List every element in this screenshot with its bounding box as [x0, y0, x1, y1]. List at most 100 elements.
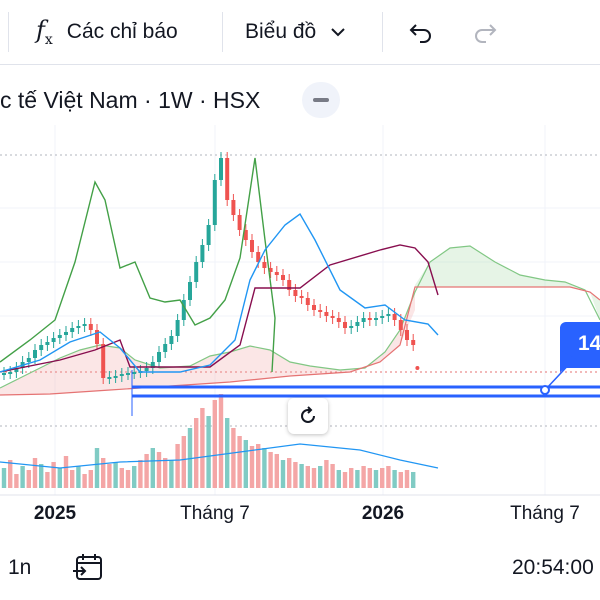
reset-chart-button[interactable]: [288, 398, 328, 434]
candle: [188, 282, 192, 300]
goto-date-icon[interactable]: [72, 552, 106, 584]
candlestick-series: [2, 152, 420, 384]
candle: [157, 352, 161, 362]
chart-legend: c tế Việt Nam · 1W · HSX: [0, 82, 260, 118]
volume-bar: [404, 470, 410, 488]
chevron-down-icon: [331, 28, 345, 37]
volume-bar: [380, 468, 385, 488]
volume-bar: [51, 462, 56, 488]
volume-bar: [70, 470, 75, 488]
candle: [163, 344, 168, 352]
chart-type-label: Biểu đồ: [245, 20, 317, 43]
candle: [374, 318, 378, 320]
toolbar-divider: [222, 12, 223, 52]
collapse-icon: [313, 98, 329, 102]
ichimoku-cloud: [415, 246, 600, 320]
candle: [20, 362, 25, 368]
candle: [119, 374, 124, 376]
candle: [33, 350, 37, 358]
volume-bar: [305, 466, 310, 488]
candle: [107, 377, 112, 379]
volume-bar: [14, 474, 19, 488]
collapse-legend-button[interactable]: [302, 82, 340, 118]
candle: [181, 300, 186, 320]
candle: [26, 358, 31, 362]
candle: [398, 320, 403, 330]
candle: [200, 245, 205, 262]
volume-bar: [194, 418, 199, 488]
volume-bar: [237, 436, 242, 488]
x-axis-label: Tháng 7: [510, 503, 580, 524]
volume-bar: [256, 444, 261, 488]
chart-type-button[interactable]: Biểu đồ: [245, 0, 346, 64]
candle: [64, 332, 68, 335]
candle: [169, 336, 174, 344]
interval-button[interactable]: 1n: [8, 556, 32, 579]
horizontal-ray-drawing[interactable]: [131, 357, 600, 416]
candle: [274, 272, 279, 275]
volume-bar: [132, 466, 137, 488]
volume-bar: [330, 464, 335, 488]
volume-bar: [169, 460, 174, 488]
candle: [2, 373, 6, 375]
volume-bar: [268, 452, 273, 488]
x-axis-label: 2025: [34, 503, 77, 524]
volume-bar: [1, 468, 7, 488]
volume-bar: [119, 468, 124, 488]
candle: [281, 275, 285, 280]
candle: [380, 316, 385, 318]
tenkan-line: [0, 212, 439, 373]
candle: [367, 318, 372, 320]
candle: [312, 305, 316, 310]
volume-bar: [138, 460, 143, 488]
candle: [206, 225, 211, 245]
candle: [194, 262, 199, 282]
candle: [101, 344, 106, 378]
indicators-button[interactable]: fx Các chỉ báo: [36, 0, 178, 64]
candle: [39, 345, 44, 350]
volume-bar: [76, 466, 81, 488]
x-axis-label: 2026: [362, 503, 404, 524]
volume-bar: [225, 418, 230, 488]
candle: [76, 326, 81, 328]
volume-bar: [361, 466, 366, 488]
candle: [355, 322, 360, 326]
undo-button[interactable]: [408, 0, 434, 64]
x-axis-label: Tháng 7: [180, 503, 250, 524]
candle: [299, 296, 304, 298]
candle: [293, 290, 298, 296]
candle: [132, 372, 137, 374]
price-chart[interactable]: 2025 Tháng 7 2026 Tháng 7: [0, 0, 600, 540]
volume-bar: [287, 458, 292, 488]
candle: [305, 298, 310, 305]
volume-bar: [392, 470, 397, 488]
redo-icon: [475, 24, 497, 43]
fx-icon: fx: [36, 16, 53, 48]
candle: [113, 376, 118, 378]
volume-bar: [94, 448, 100, 488]
candle: [268, 268, 273, 272]
senkou-span-a: [0, 245, 600, 389]
candle: [88, 324, 93, 330]
volume-series: [1, 394, 416, 488]
volume-bar: [187, 428, 193, 488]
volume-bar: [355, 470, 360, 488]
volume-bar: [411, 472, 416, 488]
candle: [144, 368, 149, 371]
volume-bar: [101, 458, 106, 488]
candle: [138, 371, 143, 373]
volume-bar: [342, 472, 348, 488]
volume-bar: [318, 466, 323, 488]
symbol-title[interactable]: c tế Việt Nam · 1W · HSX: [0, 86, 261, 113]
redo-button[interactable]: [472, 0, 498, 64]
candle: [386, 314, 391, 316]
candle: [392, 314, 397, 320]
volume-bar: [39, 464, 44, 488]
kijun-line: [0, 244, 439, 373]
drawing-anchor-handle[interactable]: [540, 385, 550, 395]
candle: [256, 252, 261, 262]
top-toolbar: fx Các chỉ báo Biểu đồ: [0, 0, 600, 65]
volume-bar: [218, 394, 224, 488]
candle: [126, 373, 130, 375]
candle: [45, 342, 50, 345]
